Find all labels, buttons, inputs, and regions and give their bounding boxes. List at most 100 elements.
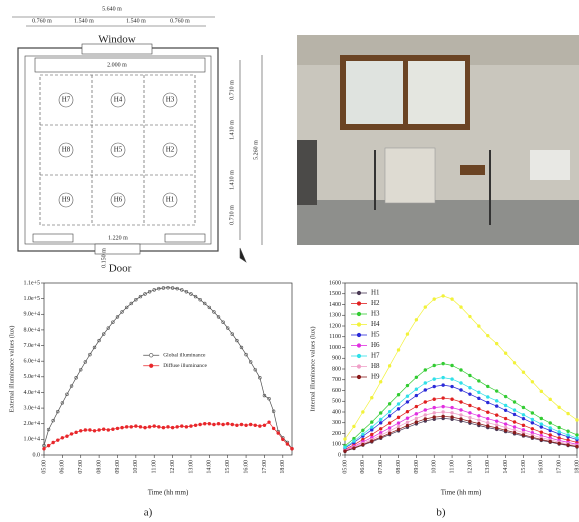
data-point: [239, 422, 244, 427]
x-tick-label: 10:00: [432, 460, 438, 474]
data-point: [56, 438, 60, 442]
data-point: [161, 286, 166, 290]
data-point: [152, 424, 156, 428]
data-point: [396, 421, 401, 425]
data-point: [459, 388, 463, 392]
data-point: [477, 421, 481, 426]
x-tick-label: 12:00: [170, 460, 176, 474]
data-point: [244, 423, 248, 427]
data-point: [378, 427, 383, 431]
legend-label: H5: [371, 331, 380, 339]
data-point: [69, 384, 74, 388]
data-point: [450, 415, 454, 419]
data-point: [226, 422, 230, 426]
data-point: [486, 416, 490, 421]
data-point: [184, 425, 189, 429]
data-point: [414, 318, 419, 322]
data-point: [203, 301, 207, 306]
y-tick-label: 2.0e+4: [23, 421, 40, 427]
data-point: [494, 413, 499, 417]
measurement-area: [39, 74, 196, 226]
legend-label: Global illuminance: [163, 353, 206, 359]
y-axis-title: External illuminance values (lux): [8, 326, 15, 413]
data-point: [486, 410, 490, 414]
x-tick-label: 05:00: [41, 460, 47, 474]
x-tick-label: 18:00: [574, 460, 579, 474]
data-point: [207, 305, 212, 310]
data-point: [230, 332, 234, 336]
panel: [384, 147, 436, 204]
data-point: [530, 411, 535, 415]
dimension-label: 1.540 m: [74, 18, 94, 24]
data-point: [370, 396, 374, 400]
data-point: [503, 422, 508, 426]
data-point: [423, 368, 428, 372]
data-point: [450, 377, 454, 381]
legend-label: H3: [371, 310, 380, 318]
data-point: [387, 431, 392, 435]
north-arrow: [239, 247, 247, 263]
data-point: [129, 425, 133, 429]
data-point: [468, 314, 472, 319]
y-tick-label: 0: [338, 452, 341, 458]
x-tick-label: 16:00: [539, 460, 545, 474]
dimension-label: 1.410 m: [229, 120, 235, 140]
legend-marker: [356, 364, 362, 369]
data-point: [235, 423, 239, 427]
data-point: [216, 422, 221, 426]
data-point: [432, 415, 436, 419]
data-point: [441, 396, 445, 400]
data-point: [387, 421, 392, 425]
data-point: [193, 294, 198, 299]
data-point: [512, 408, 517, 412]
data-point: [486, 421, 490, 425]
data-point: [441, 414, 445, 418]
data-point: [575, 444, 579, 449]
x-axis-title: Time (hh mm): [148, 489, 189, 497]
y-tick-label: 100: [332, 442, 341, 448]
data-point: [97, 338, 101, 343]
data-point: [79, 368, 83, 372]
x-tick-label: 15:00: [521, 460, 527, 474]
data-point: [111, 427, 115, 431]
window-pane: [346, 61, 403, 124]
data-point: [207, 422, 212, 426]
legend-label: H6: [371, 341, 380, 349]
y-tick-label: 500: [332, 399, 341, 405]
data-point: [575, 436, 579, 440]
data-point: [503, 425, 508, 430]
data-point: [352, 424, 356, 429]
data-point: [129, 301, 133, 306]
y-tick-label: 200: [332, 431, 341, 437]
legend-label: H1: [371, 289, 380, 297]
data-point: [539, 416, 544, 421]
x-tick-label: 05:00: [342, 460, 348, 474]
data-point: [143, 292, 147, 296]
data-point: [60, 401, 65, 405]
x-tick-label: 07:00: [78, 460, 84, 474]
data-point: [441, 375, 445, 380]
data-point: [494, 404, 499, 408]
data-point: [548, 426, 552, 430]
data-point: [459, 417, 463, 421]
data-point: [106, 428, 110, 432]
point-circle: [58, 192, 74, 208]
data-point: [414, 375, 419, 379]
dimension-label: 1.410 m: [229, 170, 235, 190]
x-tick-label: 14:00: [207, 460, 213, 474]
data-point: [262, 423, 267, 427]
data-point: [468, 419, 472, 424]
data-point: [370, 428, 374, 432]
data-point: [503, 428, 508, 432]
series-line: [43, 287, 293, 449]
data-point: [494, 426, 499, 430]
x-tick-label: 15:00: [225, 460, 231, 474]
data-point: [432, 377, 436, 381]
point-circle: [58, 142, 74, 158]
data-point: [503, 351, 508, 355]
data-point: [166, 425, 170, 429]
x-tick-label: 16:00: [243, 460, 249, 474]
data-point: [111, 320, 115, 324]
data-point: [575, 433, 579, 437]
data-point: [51, 418, 55, 423]
